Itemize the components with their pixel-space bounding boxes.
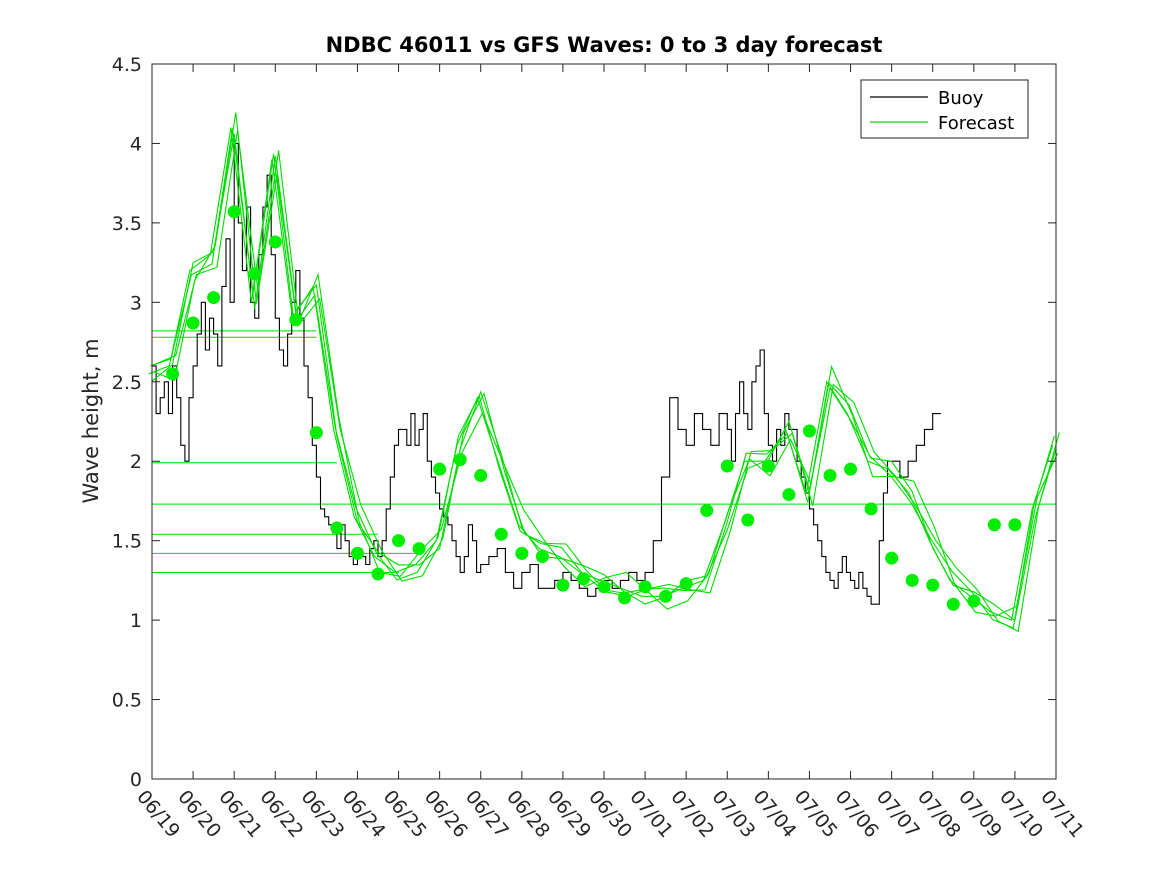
legend-box xyxy=(860,79,1029,139)
forecast-point xyxy=(412,542,426,556)
x-tick-label: 06/20 xyxy=(173,786,225,842)
x-tick-label: 07/09 xyxy=(954,786,1006,842)
x-tick-label: 06/21 xyxy=(214,786,266,842)
x-tick-label: 06/30 xyxy=(584,786,636,842)
forecast-point xyxy=(289,313,303,327)
forecast-point xyxy=(741,513,755,527)
forecast-point xyxy=(186,316,200,330)
forecast-point xyxy=(371,567,385,581)
forecast-point xyxy=(700,503,714,517)
forecast-point xyxy=(515,546,529,560)
forecast-point xyxy=(802,424,816,438)
forecast-point xyxy=(1008,518,1022,532)
forecast-point xyxy=(905,573,919,587)
x-tick-label: 07/08 xyxy=(913,786,965,842)
forecast-point xyxy=(659,589,673,603)
x-tick-label: 06/19 xyxy=(132,786,184,842)
forecast-point xyxy=(207,291,221,305)
forecast-point xyxy=(782,488,796,502)
y-tick-label: 3.5 xyxy=(112,213,142,235)
forecast-reference-lines xyxy=(152,330,1056,573)
y-tick-label: 4 xyxy=(130,133,142,155)
forecast-point xyxy=(535,550,549,564)
forecast-line xyxy=(153,112,1059,617)
x-tick-label: 07/05 xyxy=(790,786,842,842)
x-tick-label: 07/10 xyxy=(995,786,1047,842)
forecast-point xyxy=(433,462,447,476)
x-tick-label: 07/07 xyxy=(872,786,924,842)
x-tick-label: 06/23 xyxy=(297,786,349,842)
x-tick-label: 07/11 xyxy=(1036,786,1088,842)
y-tick-label: 3 xyxy=(130,292,142,314)
forecast-point xyxy=(638,580,652,594)
forecast-point xyxy=(967,594,981,608)
forecast-point xyxy=(679,577,693,591)
y-tick-label: 0 xyxy=(130,769,142,791)
forecast-points xyxy=(166,205,1022,611)
forecast-point xyxy=(823,469,837,483)
chart-title: NDBC 46011 vs GFS Waves: 0 to 3 day fore… xyxy=(326,33,883,57)
forecast-point xyxy=(227,205,241,219)
forecast-point xyxy=(268,235,282,249)
forecast-point xyxy=(350,546,364,560)
x-tick-label: 07/02 xyxy=(666,786,718,842)
plot-area xyxy=(148,63,1060,780)
forecast-point xyxy=(309,426,323,440)
forecast-point xyxy=(392,534,406,548)
x-tick-label: 07/03 xyxy=(707,786,759,842)
forecast-point xyxy=(453,453,467,467)
forecast-point xyxy=(474,469,488,483)
y-axis-ticks: 0 0.5 1 1.5 2 2.5 3 3.5 4 4.5 xyxy=(112,54,1056,791)
x-tick-label: 07/01 xyxy=(625,786,677,842)
forecast-line xyxy=(151,133,1057,622)
x-tick-label: 06/25 xyxy=(379,786,431,842)
forecast-point xyxy=(494,527,508,541)
legend-forecast-label: Forecast xyxy=(938,113,1014,134)
forecast-point xyxy=(618,591,632,605)
forecast-point xyxy=(166,367,180,381)
y-axis-label: Wave height, m xyxy=(79,338,103,503)
forecast-point xyxy=(885,551,899,565)
x-tick-label: 07/04 xyxy=(749,786,801,842)
legend-buoy-label: Buoy xyxy=(938,88,984,109)
x-tick-label: 07/06 xyxy=(831,786,883,842)
x-tick-label: 06/22 xyxy=(255,786,307,842)
x-tick-label: 06/29 xyxy=(543,786,595,842)
y-tick-label: 0.5 xyxy=(112,690,142,712)
y-tick-label: 2 xyxy=(130,451,142,473)
forecast-point xyxy=(556,578,570,592)
legend: Buoy Forecast xyxy=(860,79,1029,139)
x-tick-label: 06/28 xyxy=(502,786,554,842)
forecast-point xyxy=(987,518,1001,532)
x-tick-label: 06/24 xyxy=(338,786,390,842)
forecast-point xyxy=(576,572,590,586)
forecast-point xyxy=(720,459,734,473)
y-tick-label: 4.5 xyxy=(112,54,142,76)
forecast-point xyxy=(946,597,960,611)
x-tick-label: 06/27 xyxy=(461,786,513,842)
forecast-point xyxy=(926,578,940,592)
y-tick-label: 1 xyxy=(130,610,142,632)
y-tick-label: 2.5 xyxy=(112,372,142,394)
forecast-point xyxy=(761,459,775,473)
y-tick-label: 1.5 xyxy=(112,531,142,553)
x-tick-label: 06/26 xyxy=(420,786,472,842)
forecast-point xyxy=(248,267,262,281)
forecast-point xyxy=(330,521,344,535)
forecast-point xyxy=(844,462,858,476)
forecast-point xyxy=(597,580,611,594)
forecast-point xyxy=(864,502,878,516)
